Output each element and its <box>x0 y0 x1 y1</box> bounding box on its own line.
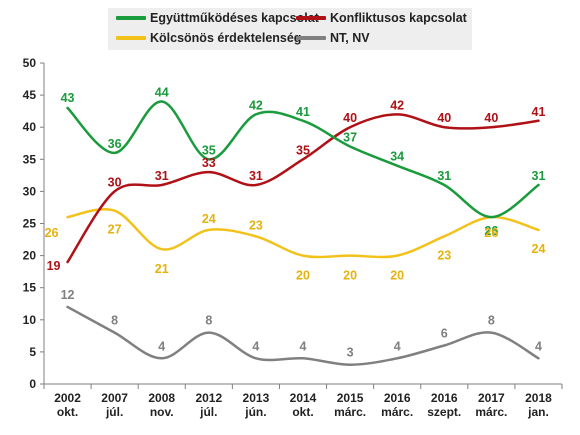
data-label-cooperative: 42 <box>249 98 263 112</box>
legend-label-cooperative: Együttműködéses kapcsolat <box>150 11 319 25</box>
y-tick-label: 10 <box>23 313 37 327</box>
data-label-dontknow: 4 <box>158 339 165 353</box>
x-tick-label-month: okt. <box>57 405 78 419</box>
x-tick-label-month: júl. <box>199 405 217 419</box>
data-label-conflict: 31 <box>155 169 169 183</box>
data-label-cooperative: 31 <box>532 169 546 183</box>
data-label-dontknow: 4 <box>300 339 307 353</box>
x-tick-label-month: jan. <box>527 405 549 419</box>
x-tick-label-year: 2008 <box>148 391 175 405</box>
x-tick-label-month: júl. <box>105 405 123 419</box>
x-tick-label-month: márc. <box>381 405 413 419</box>
x-tick-label-year: 2016 <box>431 391 458 405</box>
data-label-dontknow: 8 <box>111 314 118 328</box>
data-label-dontknow: 4 <box>252 339 259 353</box>
legend-label-indifference: Kölcsönös érdektelenség <box>150 31 302 45</box>
y-tick-label: 15 <box>23 281 37 295</box>
data-label-dontknow: 4 <box>394 339 401 353</box>
x-tick-label-month: márc. <box>334 405 366 419</box>
data-label-indifference: 24 <box>532 242 546 256</box>
data-label-indifference: 21 <box>155 262 169 276</box>
data-label-indifference: 20 <box>296 269 310 283</box>
data-label-cooperative: 34 <box>390 150 404 164</box>
data-label-conflict: 40 <box>484 111 498 125</box>
legend-item-indifference: Kölcsönös érdektelenség <box>116 31 301 45</box>
y-tick-label: 45 <box>23 88 37 102</box>
data-label-indifference: 20 <box>390 269 404 283</box>
legend-label-dontknow: NT, NV <box>330 31 370 45</box>
legend-swatch-dontknow <box>296 36 326 40</box>
data-label-indifference: 26 <box>484 226 498 240</box>
x-tick-label-year: 2018 <box>525 391 552 405</box>
data-label-dontknow: 8 <box>205 314 212 328</box>
x-tick-label-year: 2007 <box>101 391 128 405</box>
data-label-indifference: 26 <box>45 226 59 240</box>
x-tick-label-month: okt. <box>292 405 313 419</box>
x-tick-label-month: szept. <box>427 405 461 419</box>
legend-item-dontknow: NT, NV <box>296 31 370 45</box>
data-label-cooperative: 43 <box>61 91 75 105</box>
x-tick-label-month: márc. <box>475 405 507 419</box>
data-label-cooperative: 31 <box>437 169 451 183</box>
data-label-conflict: 40 <box>343 111 357 125</box>
x-tick-label-year: 2013 <box>243 391 270 405</box>
x-tick-label-year: 2015 <box>337 391 364 405</box>
data-label-conflict: 41 <box>532 105 546 119</box>
data-label-cooperative: 44 <box>155 86 169 100</box>
x-tick-label-year: 2017 <box>478 391 505 405</box>
data-label-conflict: 35 <box>296 143 310 157</box>
x-tick-label-year: 2016 <box>384 391 411 405</box>
x-tick-label-month: jún. <box>244 405 266 419</box>
legend-swatch-cooperative <box>116 16 146 20</box>
y-tick-label: 35 <box>23 152 37 166</box>
legend-item-conflict: Konfliktusos kapcsolat <box>296 11 467 25</box>
legend-swatch-conflict <box>296 16 326 20</box>
series-line-cooperative <box>66 100 540 219</box>
data-label-cooperative: 36 <box>108 137 122 151</box>
data-label-dontknow: 12 <box>61 288 75 302</box>
data-label-cooperative: 37 <box>343 130 357 144</box>
data-label-dontknow: 6 <box>441 326 448 340</box>
data-label-cooperative: 35 <box>202 143 216 157</box>
data-label-conflict: 40 <box>437 111 451 125</box>
y-tick-label: 25 <box>23 217 37 231</box>
data-label-cooperative: 26 <box>484 224 498 238</box>
y-tick-label: 30 <box>23 184 37 198</box>
legend-swatch-indifference <box>116 36 146 40</box>
data-label-dontknow: 8 <box>488 314 495 328</box>
series-line-conflict <box>66 113 540 264</box>
data-label-dontknow: 4 <box>535 339 542 353</box>
legend-label-conflict: Konfliktusos kapcsolat <box>330 11 467 25</box>
data-label-conflict: 19 <box>47 259 61 273</box>
data-label-indifference: 24 <box>202 212 216 226</box>
y-tick-label: 20 <box>23 249 37 263</box>
x-tick-label-year: 2012 <box>195 391 222 405</box>
x-tick-label-year: 2014 <box>290 391 317 405</box>
series-line-dontknow <box>66 305 540 366</box>
data-label-indifference: 27 <box>108 223 122 237</box>
x-tick-label-year: 2002 <box>54 391 81 405</box>
y-tick-label: 40 <box>23 120 37 134</box>
data-label-indifference: 23 <box>437 248 451 262</box>
y-tick-label: 50 <box>23 56 37 70</box>
x-tick-label-month: nov. <box>150 405 174 419</box>
y-tick-label: 0 <box>29 377 36 391</box>
series-line-indifference <box>66 208 540 259</box>
y-tick-label: 5 <box>29 345 36 359</box>
data-label-indifference: 23 <box>249 218 263 232</box>
data-label-conflict: 31 <box>249 169 263 183</box>
legend-item-cooperative: Együttműködéses kapcsolat <box>116 11 319 25</box>
data-label-indifference: 20 <box>343 269 357 283</box>
data-label-cooperative: 41 <box>296 105 310 119</box>
data-label-conflict: 30 <box>108 175 122 189</box>
data-label-conflict: 42 <box>390 98 404 112</box>
data-label-dontknow: 3 <box>347 346 354 360</box>
data-label-conflict: 33 <box>202 156 216 170</box>
legend: Együttműködéses kapcsolat Konfliktusos k… <box>108 8 472 50</box>
